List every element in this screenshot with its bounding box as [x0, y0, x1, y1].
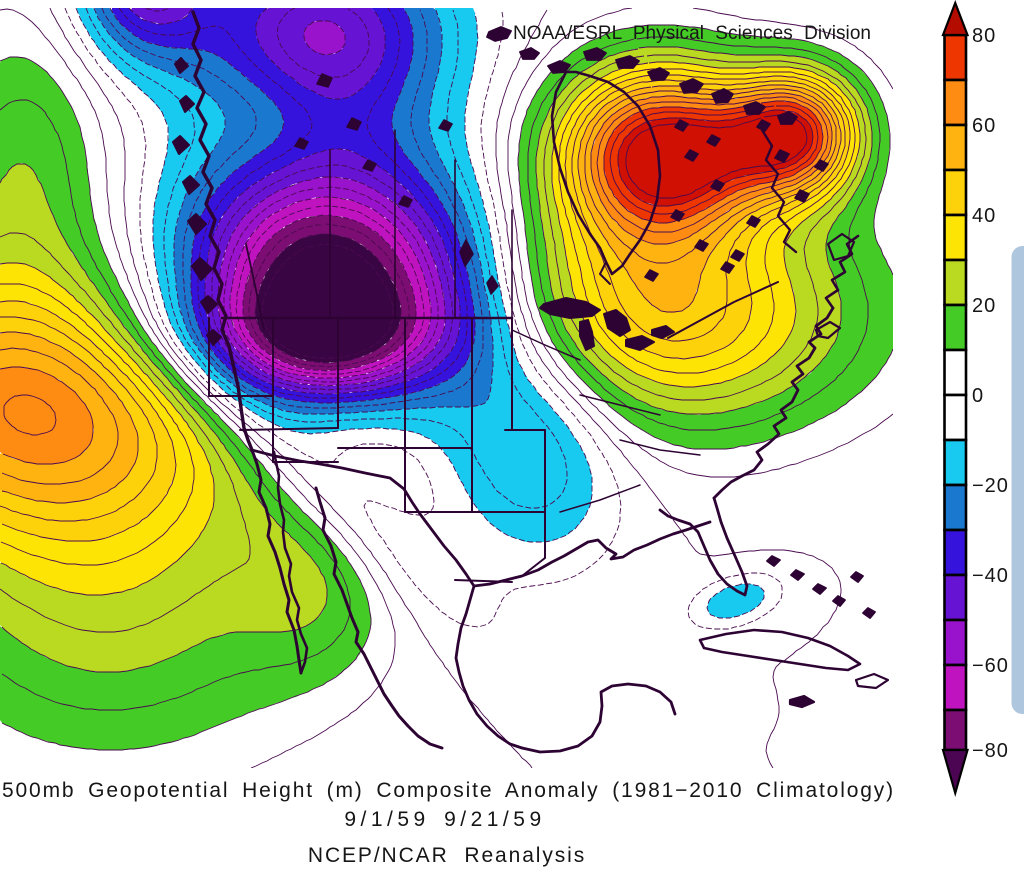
svg-text:NCEP/NCAR Reanalysis: NCEP/NCAR Reanalysis: [308, 844, 586, 867]
svg-text:NOAA/ESRL Physical Sciences Di: NOAA/ESRL Physical Sciences Division: [513, 23, 871, 44]
svg-text:−80: −80: [972, 740, 1009, 762]
svg-text:20: 20: [972, 295, 996, 317]
svg-text:0: 0: [972, 385, 984, 407]
svg-text:60: 60: [972, 115, 996, 137]
svg-text:80: 80: [972, 25, 996, 47]
svg-text:9/1/59 9/21/59: 9/1/59 9/21/59: [344, 808, 545, 831]
svg-text:−40: −40: [972, 565, 1009, 587]
svg-text:500mb Geopotential Height (m): 500mb Geopotential Height (m) Composite …: [2, 779, 895, 802]
svg-text:−60: −60: [972, 655, 1009, 677]
svg-text:−20: −20: [972, 475, 1009, 497]
svg-text:40: 40: [972, 205, 996, 227]
